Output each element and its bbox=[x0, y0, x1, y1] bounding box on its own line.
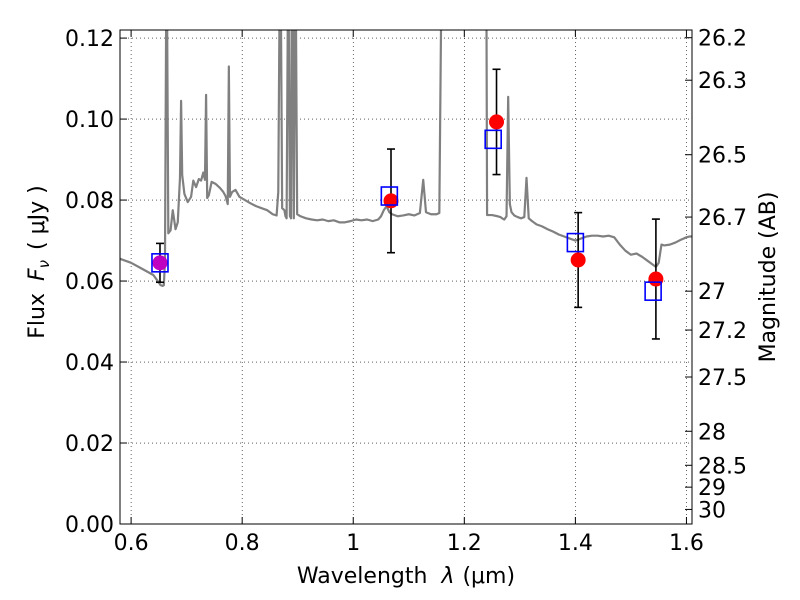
model-photometry-point bbox=[484, 129, 502, 150]
magnitude-tick-label: 30 bbox=[698, 498, 726, 523]
y-tick-label: 0.10 bbox=[65, 108, 114, 133]
y-axis: 0.00 0.02 0.04 0.06 0.08 0.10 0.12 bbox=[65, 27, 127, 538]
magnitude-tick-label: 26.2 bbox=[698, 27, 747, 52]
model-spectrum-line bbox=[485, 30, 692, 268]
x-axis-label: Wavelength λ (μm) bbox=[297, 564, 515, 589]
model-spectrum-line bbox=[120, 30, 443, 288]
x-tick-label: 1 bbox=[346, 531, 360, 556]
x-axis-label-symbol: λ bbox=[440, 564, 454, 589]
magnitude-tick-label: 26.5 bbox=[698, 144, 747, 169]
magnitude-tick-label: 26.7 bbox=[698, 206, 747, 231]
y-axis-label-unit: ( μJy ) bbox=[25, 185, 50, 250]
magnitude-tick-label: 27 bbox=[698, 280, 726, 305]
model-photometry-point bbox=[644, 281, 662, 301]
y-tick-label: 0.12 bbox=[65, 27, 114, 52]
observed-flux-point bbox=[570, 252, 586, 268]
y-axis-label-subscript: ν bbox=[35, 260, 53, 268]
plot-frame bbox=[119, 29, 693, 525]
y-tick-label: 0.02 bbox=[65, 432, 114, 457]
y-axis-label: Flux Fν ( μJy ) bbox=[25, 185, 53, 338]
x-axis: 0.6 0.8 1 1.2 1.4 1.6 bbox=[114, 30, 704, 556]
y-axis-label-symbol: F bbox=[25, 268, 50, 281]
magnitude-tick-label: 28.5 bbox=[698, 454, 747, 479]
plot-area bbox=[120, 30, 692, 340]
x-tick-label: 1.6 bbox=[669, 531, 704, 556]
y-tick-label: 0.00 bbox=[65, 513, 114, 538]
x-axis-label-unit: (μm) bbox=[462, 564, 515, 589]
magnitude-tick-label: 26.3 bbox=[698, 69, 747, 94]
magnitude-tick-label: 27.5 bbox=[698, 366, 747, 391]
magnitude-tick-label: 28 bbox=[698, 420, 726, 445]
x-axis-label-prefix: Wavelength bbox=[297, 564, 428, 589]
observed-flux-point bbox=[383, 193, 399, 209]
x-tick-label: 0.8 bbox=[225, 531, 260, 556]
model-photometry-point bbox=[380, 186, 399, 206]
x-tick-label: 0.6 bbox=[114, 531, 149, 556]
model-photometry-point bbox=[566, 232, 585, 253]
y-tick-label: 0.04 bbox=[65, 351, 114, 376]
magnitude-tick-label: 29 bbox=[698, 476, 726, 501]
x-tick-label: 1.2 bbox=[447, 531, 482, 556]
model-photometry-point bbox=[151, 253, 169, 273]
observed-flux-point bbox=[489, 114, 505, 130]
y-tick-label: 0.06 bbox=[65, 270, 114, 295]
y2-axis-label: Magnitude (AB) bbox=[756, 192, 781, 363]
observed-flux-point bbox=[152, 255, 168, 271]
y-axis-label-prefix: Flux bbox=[25, 293, 50, 339]
magnitude-tick-label: 27.2 bbox=[698, 319, 747, 344]
x-tick-label: 1.4 bbox=[558, 531, 593, 556]
y-tick-label: 0.08 bbox=[65, 189, 114, 214]
